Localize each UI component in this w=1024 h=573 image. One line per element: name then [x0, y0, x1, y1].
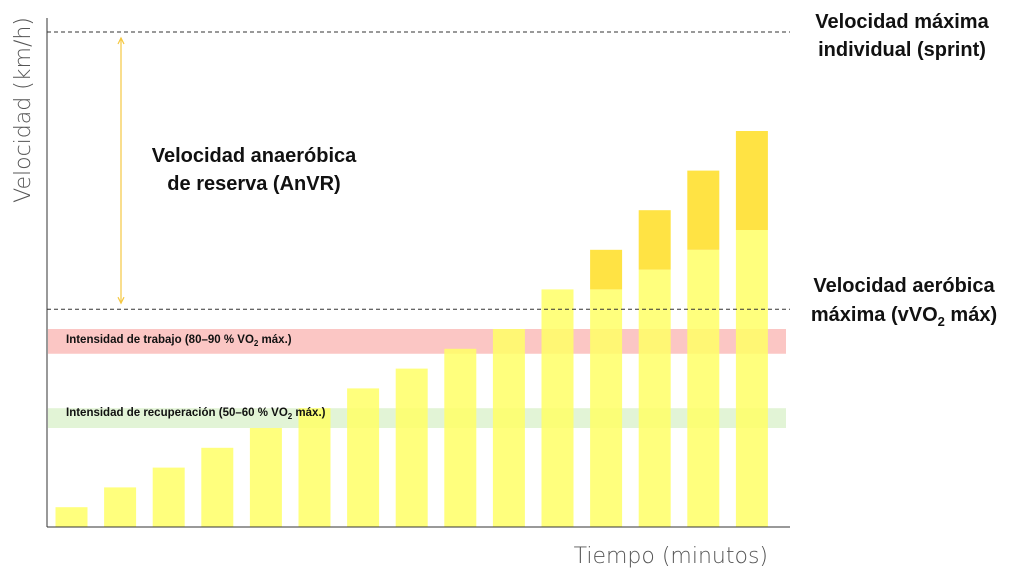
- bar-12: [590, 289, 623, 527]
- bar-extra-13: [638, 210, 671, 270]
- band-work-label-post: máx.): [258, 334, 291, 346]
- bars-layer: [55, 131, 768, 528]
- bar-1: [55, 507, 88, 527]
- bar-9: [444, 348, 477, 527]
- band-recovery-label-pre: Intensidad de recuperación (50–60 % VO: [66, 407, 288, 419]
- reference-lines-layer: [47, 31, 790, 310]
- bar-extra-15: [735, 131, 768, 230]
- bar-6: [298, 408, 331, 527]
- ref-line-vo2-label-2-post: máx): [945, 304, 997, 326]
- anvr-arrow: [117, 36, 125, 305]
- bar-14: [687, 249, 720, 528]
- x-axis-label: Tiempo (minutos): [574, 544, 768, 569]
- band-work-label-pre: Intensidad de trabajo (80–90 % VO: [66, 334, 254, 346]
- ref-line-vo2-label-1: Velocidad aeróbica: [813, 275, 995, 297]
- band-work-label-sub: 2: [254, 339, 259, 348]
- bar-10: [492, 329, 525, 527]
- bar-13: [638, 269, 671, 527]
- bar-4: [201, 447, 234, 527]
- band-recovery-label-sub: 2: [288, 412, 293, 421]
- ref-line-max-label-1: Velocidad máxima: [815, 11, 989, 33]
- anvr-label-1: Velocidad anaeróbica: [152, 145, 357, 167]
- band-recovery-label: Intensidad de recuperación (50–60 % VO2 …: [66, 407, 326, 421]
- bar-15: [735, 230, 768, 527]
- bar-5: [249, 428, 282, 527]
- ref-line-vo2-label-2: máxima (vVO2 máx): [811, 304, 997, 329]
- bar-7: [347, 388, 380, 527]
- ref-line-max-label-2: individual (sprint): [818, 39, 986, 61]
- bar-extra-14: [687, 170, 720, 250]
- y-axis-label: Velocidad (km/h): [11, 17, 36, 203]
- bar-extra-12: [590, 249, 623, 290]
- bar-8: [395, 368, 428, 527]
- ref-line-vo2-label-2-pre: máxima (vVO: [811, 304, 938, 326]
- bar-11: [541, 289, 574, 527]
- anvr-label-2: de reserva (AnVR): [167, 173, 340, 195]
- bar-2: [104, 487, 137, 527]
- band-recovery-label-post: máx.): [292, 407, 325, 419]
- ref-line-vo2-label-2-sub: 2: [938, 314, 945, 329]
- anvr-arrow-head-bottom: [117, 296, 125, 305]
- bar-3: [152, 467, 185, 527]
- anvr-arrow-head-top: [117, 36, 125, 45]
- band-work-label: Intensidad de trabajo (80–90 % VO2 máx.): [66, 334, 292, 348]
